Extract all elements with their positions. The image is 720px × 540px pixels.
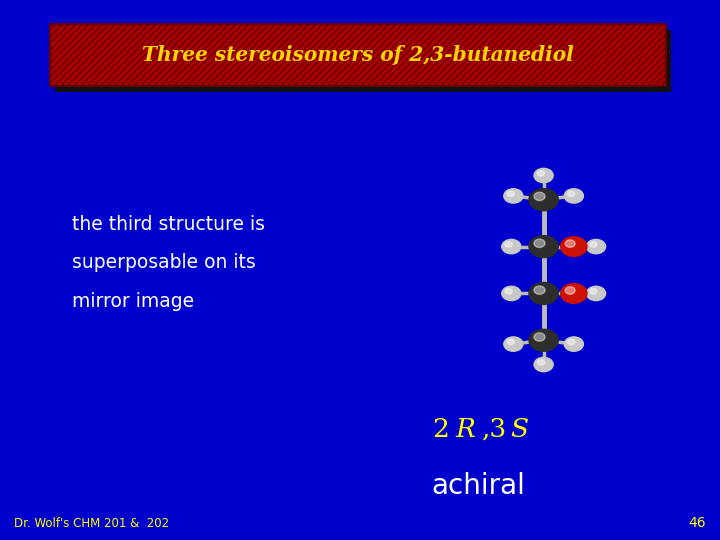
Circle shape — [504, 189, 523, 203]
Circle shape — [537, 360, 544, 365]
Circle shape — [530, 190, 559, 211]
Circle shape — [561, 237, 587, 256]
Circle shape — [562, 237, 588, 256]
Circle shape — [534, 168, 553, 183]
Circle shape — [530, 283, 559, 305]
Circle shape — [590, 242, 597, 247]
Circle shape — [587, 287, 606, 301]
Circle shape — [505, 242, 513, 247]
Circle shape — [507, 191, 514, 197]
Text: 2: 2 — [432, 417, 449, 442]
Circle shape — [537, 171, 544, 176]
Circle shape — [564, 189, 583, 203]
Text: mirror image: mirror image — [72, 292, 194, 312]
Text: 46: 46 — [688, 516, 706, 530]
Circle shape — [587, 240, 606, 254]
Circle shape — [590, 288, 597, 294]
Circle shape — [534, 333, 545, 341]
Text: S: S — [510, 417, 528, 442]
Text: Three stereoisomers of 2,3-butanediol: Three stereoisomers of 2,3-butanediol — [143, 45, 574, 65]
Circle shape — [534, 357, 554, 372]
Text: the third structure is: the third structure is — [72, 214, 265, 234]
Text: R: R — [455, 417, 475, 442]
Circle shape — [534, 357, 553, 372]
Circle shape — [529, 282, 558, 305]
Circle shape — [503, 287, 521, 301]
Circle shape — [534, 286, 545, 294]
FancyBboxPatch shape — [55, 30, 671, 92]
Circle shape — [565, 287, 575, 294]
Circle shape — [587, 239, 606, 254]
Circle shape — [564, 337, 583, 351]
Circle shape — [561, 284, 587, 303]
Circle shape — [564, 338, 584, 352]
Circle shape — [504, 189, 523, 203]
Circle shape — [503, 240, 521, 254]
Circle shape — [530, 330, 559, 352]
Circle shape — [529, 235, 558, 258]
Circle shape — [504, 337, 523, 351]
Text: ,3: ,3 — [481, 417, 506, 442]
Circle shape — [507, 339, 514, 345]
Circle shape — [534, 239, 545, 247]
Circle shape — [502, 286, 521, 301]
Circle shape — [562, 284, 588, 303]
Circle shape — [534, 192, 545, 200]
Circle shape — [529, 329, 558, 351]
Circle shape — [504, 338, 523, 352]
Circle shape — [587, 286, 606, 301]
Circle shape — [567, 191, 575, 197]
Circle shape — [567, 339, 575, 345]
Text: superposable on its: superposable on its — [72, 253, 256, 273]
FancyBboxPatch shape — [50, 24, 666, 86]
Text: Dr. Wolf's CHM 201 &  202: Dr. Wolf's CHM 201 & 202 — [14, 517, 169, 530]
Circle shape — [529, 189, 558, 211]
Circle shape — [534, 168, 554, 183]
Text: achiral: achiral — [432, 472, 526, 500]
Circle shape — [502, 239, 521, 254]
Circle shape — [564, 189, 584, 203]
Circle shape — [530, 237, 559, 258]
Circle shape — [505, 288, 513, 294]
Circle shape — [565, 240, 575, 247]
